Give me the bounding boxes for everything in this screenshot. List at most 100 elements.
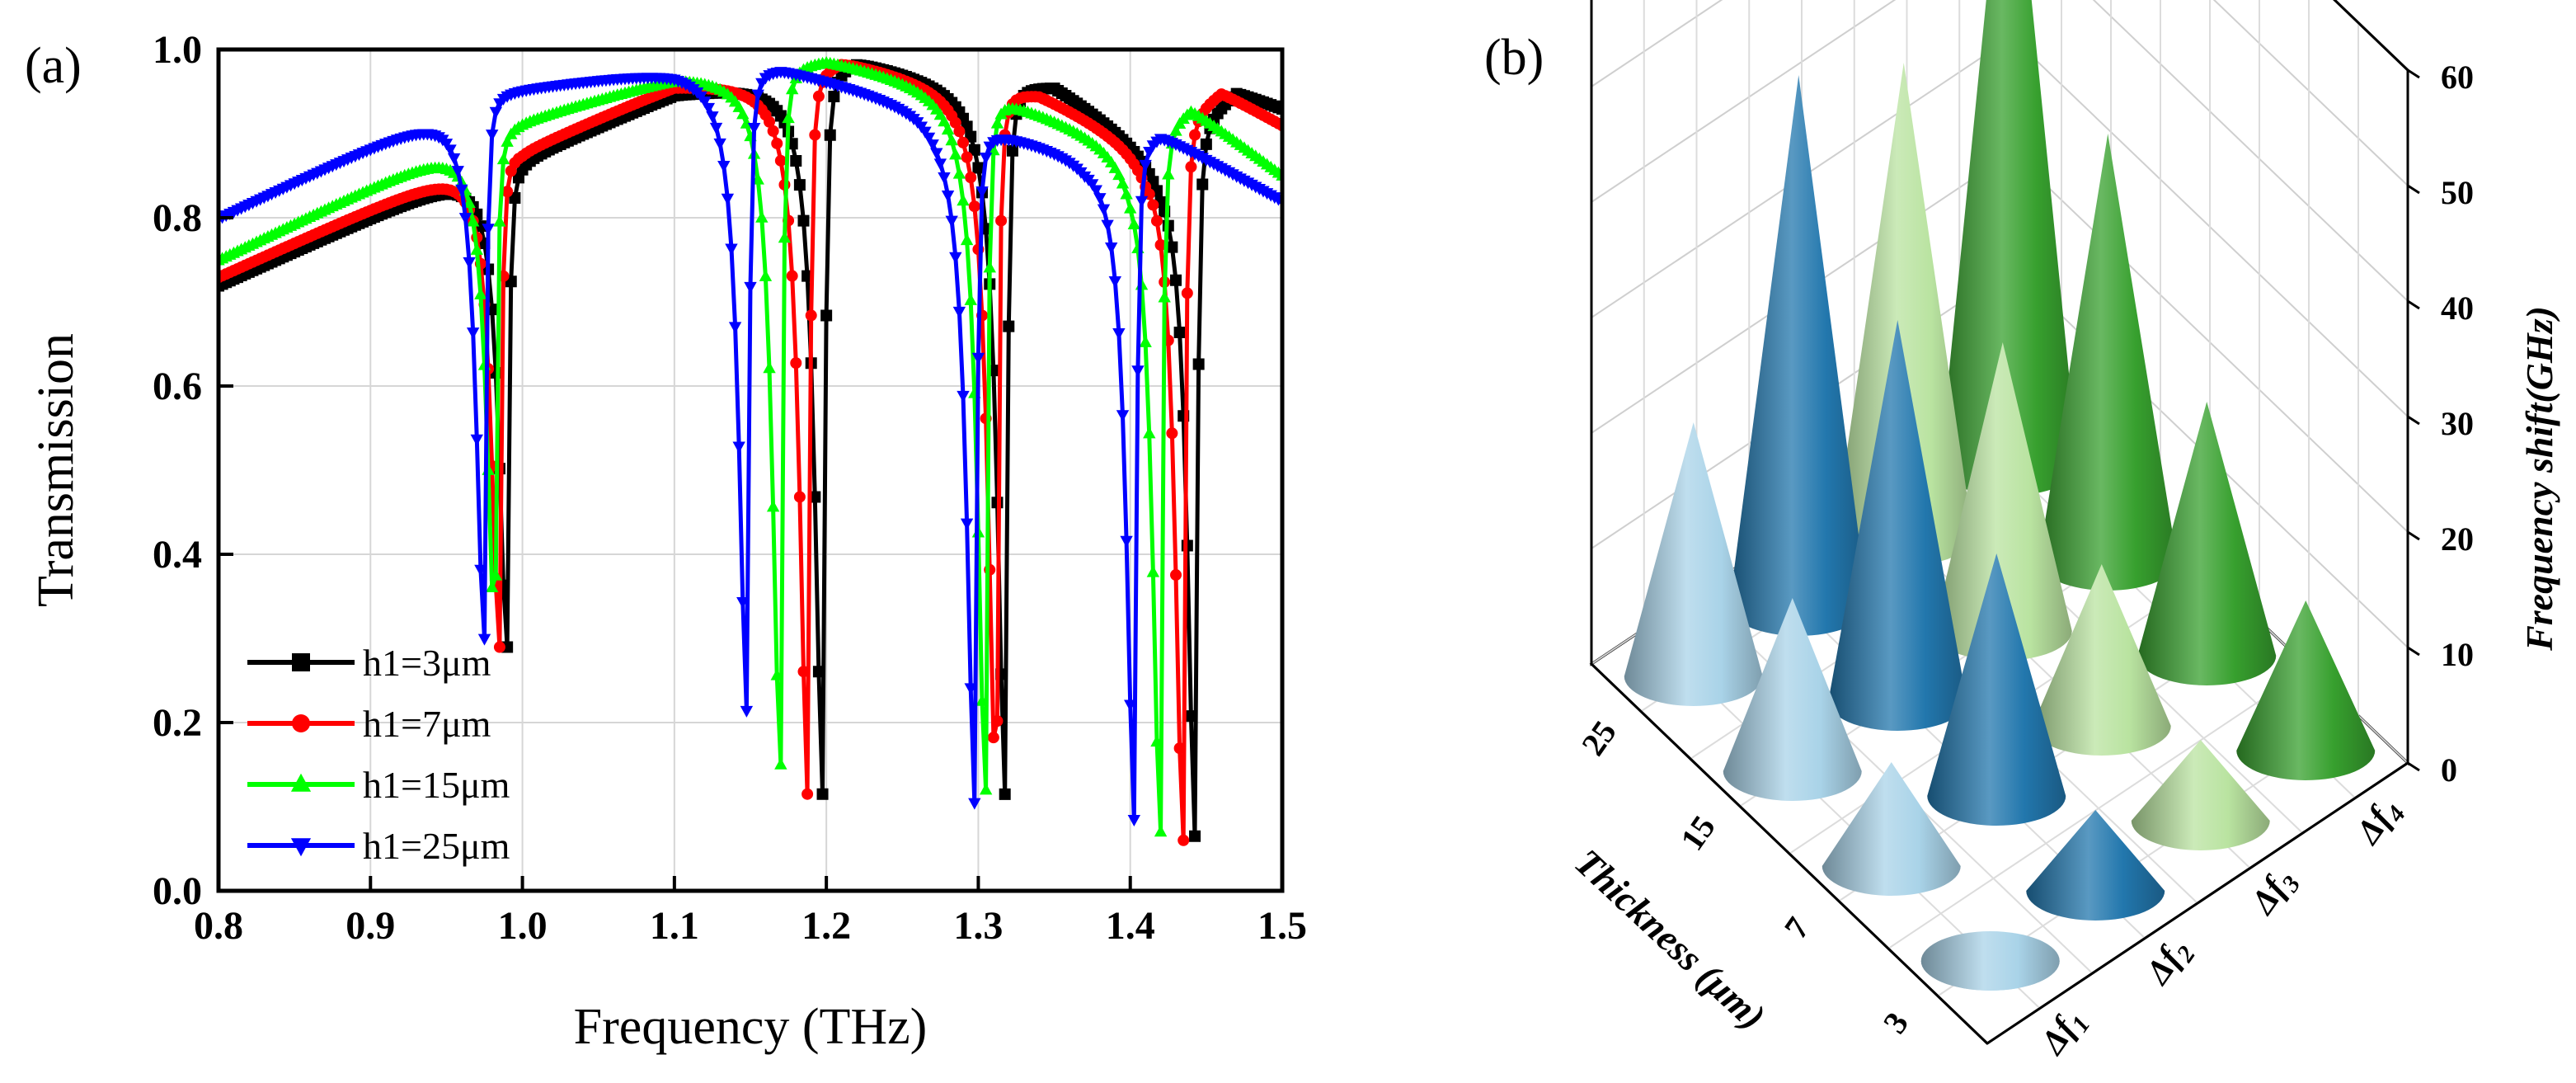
series-h1-7-m xyxy=(219,59,1282,846)
x-tick-label-1-5: 1.5 xyxy=(1257,904,1307,948)
y-tick-label-0-0: 0.0 xyxy=(153,869,202,913)
y-tick-label-0-8: 0.8 xyxy=(153,196,202,240)
panel-b-label: (b) xyxy=(1484,30,1544,86)
legend-marker xyxy=(290,773,312,792)
legend-label: h1=25μm xyxy=(363,825,510,867)
z-tick-label-30: 30 xyxy=(2441,405,2474,442)
df-category-label-4: Δf4 xyxy=(2348,792,2411,855)
series-markers-h1-25-m xyxy=(219,67,1282,826)
cone-f1-t25 xyxy=(1624,422,1763,706)
thickness-label-7: 7 xyxy=(1777,911,1817,945)
cone-body xyxy=(1828,320,1967,731)
cone-body xyxy=(1729,75,1869,636)
z-tick-label-40: 40 xyxy=(2441,290,2474,327)
cone-body xyxy=(2131,740,2270,850)
df-category-label-2: Δf2 xyxy=(2138,932,2201,996)
x-tick-label-0-9: 0.9 xyxy=(346,904,395,948)
x-tick-label-1-0: 1.0 xyxy=(498,904,548,948)
x-tick-label-1-3: 1.3 xyxy=(953,904,1003,948)
y-tick-label-0-6: 0.6 xyxy=(153,365,202,408)
cone-body xyxy=(1834,63,1973,566)
cone-body xyxy=(1822,762,1961,896)
cone-body xyxy=(1723,598,1862,802)
cone-body xyxy=(2137,402,2277,685)
cone-f1-t7 xyxy=(1822,762,1961,896)
panel-b-z-ticks: 0 10 20 30 40 50 60 xyxy=(2407,59,2474,789)
x-tick-label-0-8: 0.8 xyxy=(194,904,243,948)
cone-f4-t3 xyxy=(2236,600,2376,780)
cone-f3-t7 xyxy=(2032,564,2171,756)
cone-f2-t3 xyxy=(2026,810,2165,921)
z-tick-mark xyxy=(2407,761,2420,772)
panel-a-y-ticks: 0.0 0.2 0.4 0.6 0.8 1.0 xyxy=(153,28,233,913)
legend-label: h1=7μm xyxy=(363,703,491,745)
cone-body xyxy=(1933,342,2072,661)
panel-a-plot-frame xyxy=(216,47,1285,893)
thickness-label-15: 15 xyxy=(1673,808,1723,857)
z-tick-mark xyxy=(2407,68,2420,79)
df-category-label-1: Δf1 xyxy=(2033,1002,2095,1066)
series-markers-h1-15-m xyxy=(219,56,1282,837)
cone-f3-t15 xyxy=(1933,342,2072,661)
legend-item-h1-7-m: h1=7μm xyxy=(247,703,491,745)
cone-f2-t15 xyxy=(1828,320,1967,731)
cone-f3-t3 xyxy=(2131,740,2270,850)
cone-body xyxy=(2236,600,2376,780)
thickness-label-3: 3 xyxy=(1876,1005,1916,1040)
cone-f2-t25 xyxy=(1729,75,1869,636)
legend-item-h1-25-m: h1=25μm xyxy=(247,825,510,867)
panel-b-cones xyxy=(1624,0,2376,991)
series-h1-15-m xyxy=(219,56,1282,837)
cone-f1-t3 xyxy=(1920,931,2060,991)
cone-body xyxy=(1624,422,1763,706)
cone-f4-t7 xyxy=(2137,402,2277,685)
panel-a-legend: h1=3μm h1=7μm h1=15μm h1=25μm xyxy=(247,642,510,867)
cone-f1-t15 xyxy=(1723,598,1862,802)
z-gridline xyxy=(1591,0,2409,302)
panel-a-x-ticks: 0.8 0.9 1.0 1.1 1.2 1.3 1.4 1.5 xyxy=(194,876,1307,948)
panel-b-z-axis-title: Frequency shift(GHz) xyxy=(2518,306,2560,652)
z-tick-mark xyxy=(2407,415,2420,426)
z-tick-label-60: 60 xyxy=(2441,59,2474,96)
panel-a-label: (a) xyxy=(25,38,82,94)
z-gridline xyxy=(1591,0,2409,186)
z-tick-mark xyxy=(2407,299,2420,310)
z-tick-mark xyxy=(2407,184,2420,195)
y-tick-label-0-4: 0.4 xyxy=(153,533,202,577)
legend-item-h1-3-m: h1=3μm xyxy=(247,642,491,684)
cone-body xyxy=(1927,553,2066,826)
thickness-label-25: 25 xyxy=(1574,713,1624,762)
z-tick-label-0: 0 xyxy=(2441,751,2457,789)
cone-f2-t7 xyxy=(1927,553,2066,826)
y-tick-label-0-2: 0.2 xyxy=(153,701,202,745)
legend-marker xyxy=(292,653,310,671)
legend-marker xyxy=(290,838,312,857)
x-tick-label-1-1: 1.1 xyxy=(650,904,699,948)
panel-b-cone-chart: (b) 0 10 20 30 40 50 60 3 7 15 25 Δf1 Δf2 Δf3 Δf4 Fre… xyxy=(1484,0,2560,1066)
panel-a-series-group xyxy=(219,56,1282,846)
y-tick-label-1-0: 1.0 xyxy=(153,28,202,72)
legend-label: h1=15μm xyxy=(363,764,510,806)
panel-a-y-axis-title: Transmission xyxy=(28,333,84,607)
legend-item-h1-15-m: h1=15μm xyxy=(247,764,510,806)
z-tick-mark xyxy=(2407,530,2420,541)
legend-label: h1=3μm xyxy=(363,642,491,684)
cone-base xyxy=(1920,931,2060,991)
cone-body xyxy=(2026,810,2165,921)
z-tick-label-10: 10 xyxy=(2441,636,2474,673)
cone-body xyxy=(2038,134,2178,591)
series-h1-25-m xyxy=(219,67,1282,826)
panel-a-transmission-chart: (a) 0.8 0.9 1.0 1.1 1.2 1.3 1.4 1.5 0.00.20.40.… xyxy=(25,28,1307,1055)
panel-b-thickness-axis-title: Thickness (μm) xyxy=(1567,841,1774,1038)
cone-f3-t25 xyxy=(1834,63,1973,566)
df-category-label-3: Δf3 xyxy=(2243,862,2306,925)
cone-body xyxy=(2032,564,2171,756)
z-tick-label-50: 50 xyxy=(2441,174,2474,211)
cone-f4-t15 xyxy=(2038,134,2178,591)
panel-a-x-axis-title: Frequency (THz) xyxy=(574,999,928,1055)
x-tick-label-1-2: 1.2 xyxy=(801,904,851,948)
legend-marker xyxy=(292,714,310,732)
z-tick-label-20: 20 xyxy=(2441,520,2474,558)
z-tick-mark xyxy=(2407,646,2420,657)
